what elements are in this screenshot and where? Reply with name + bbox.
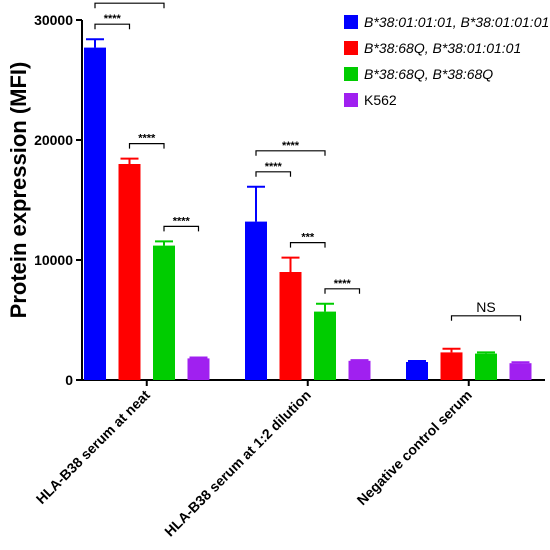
- significance-bracket: [450, 315, 522, 321]
- legend-label: B*38:01:01:01, B*38:01:01:01: [364, 14, 549, 30]
- significance-label: ****: [265, 161, 283, 173]
- x-category-label: Negative control serum: [354, 387, 475, 508]
- bars: [84, 47, 532, 380]
- significance-bracket: [94, 23, 131, 30]
- legend-swatch: [344, 93, 358, 107]
- bar: [84, 47, 106, 380]
- significance-bracket: [255, 150, 326, 156]
- x-category-label: HLA-B38 serum at neat: [33, 387, 153, 507]
- bar: [509, 363, 532, 380]
- bar: [440, 352, 463, 380]
- significance-label: ****: [121, 0, 139, 4]
- y-tick-label: 0: [65, 372, 73, 388]
- significance-bracket: [289, 242, 326, 248]
- significance-label: ****: [173, 215, 191, 227]
- legend-swatch: [344, 41, 358, 55]
- significance-label: ***: [301, 232, 315, 244]
- bar: [245, 221, 267, 380]
- legend-label: B*38:68Q, B*38:68Q: [364, 66, 493, 82]
- legend-swatch: [344, 67, 358, 81]
- significance-label: ****: [138, 133, 156, 145]
- y-tick-label: 20000: [34, 132, 73, 148]
- significance-label: NS: [476, 299, 495, 315]
- bar: [348, 360, 371, 380]
- bar: [153, 245, 175, 380]
- y-axis-label: Protein expression (MFI): [6, 62, 31, 319]
- bar: [314, 311, 336, 380]
- legend-label: B*38:68Q, B*38:01:01:01: [364, 40, 521, 56]
- significance-bracket: [255, 171, 292, 177]
- legend: B*38:01:01:01, B*38:01:01:01 B*38:68Q, B*…: [344, 14, 549, 108]
- legend-swatch: [344, 15, 358, 29]
- significance-label: ****: [334, 278, 352, 290]
- bar: [118, 164, 141, 380]
- significance-bracket: [163, 225, 200, 232]
- significance-brackets: *******************************NS: [94, 0, 522, 321]
- significance-bracket: [128, 143, 165, 149]
- y-tick-label: 10000: [34, 252, 73, 268]
- significance-label: ****: [282, 140, 300, 152]
- significance-label: ****: [104, 13, 122, 25]
- significance-bracket: [94, 2, 165, 9]
- y-tick-label: 30000: [34, 12, 73, 28]
- significance-bracket: [324, 288, 361, 294]
- bar: [406, 362, 428, 380]
- bar: [279, 272, 302, 380]
- bar: [187, 358, 210, 380]
- bar: [475, 353, 497, 380]
- x-category-label: HLA-B38 serum at 1:2 dilution: [161, 387, 314, 540]
- legend-label: K562: [364, 92, 397, 108]
- error-bars: [86, 38, 530, 364]
